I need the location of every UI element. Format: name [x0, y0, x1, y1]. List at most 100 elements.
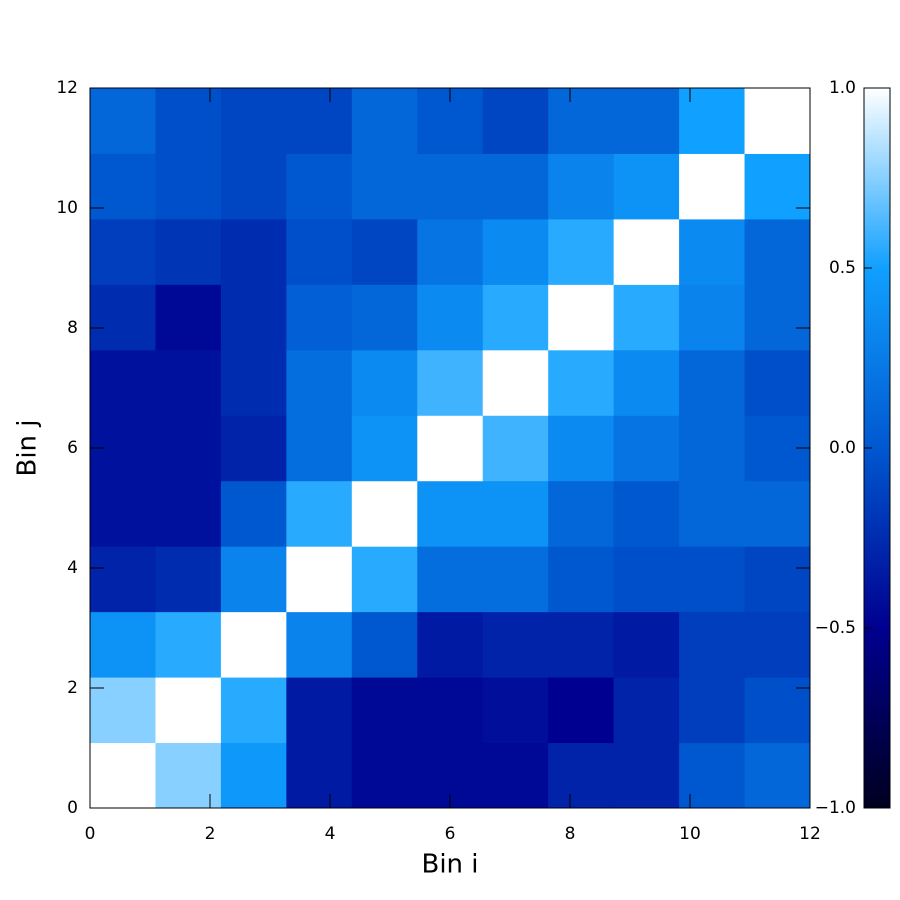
- heatmap-cell: [679, 153, 746, 220]
- heatmap-cell: [351, 611, 418, 678]
- y-tick-label: 8: [67, 318, 78, 338]
- heatmap-cell: [548, 611, 615, 678]
- heatmap-cell: [548, 415, 615, 482]
- heatmap-cell: [548, 218, 615, 285]
- heatmap-cell: [679, 677, 746, 744]
- colorbar-tick-label: 0.0: [829, 438, 856, 458]
- heatmap-cell: [351, 546, 418, 613]
- heatmap-cell: [417, 284, 484, 351]
- heatmap-cell: [90, 742, 156, 809]
- heatmap-cell: [548, 480, 615, 547]
- heatmap-cell: [482, 611, 549, 678]
- heatmap-cell: [679, 349, 746, 416]
- heatmap-cell: [220, 546, 287, 613]
- heatmap-cell: [286, 218, 353, 285]
- x-tick-label: 10: [679, 824, 701, 844]
- x-axis-label: Bin i: [421, 850, 478, 880]
- heatmap-cell: [679, 284, 746, 351]
- heatmap-cell: [613, 546, 680, 613]
- heatmap-cell: [220, 742, 287, 809]
- heatmap-cell: [482, 88, 549, 154]
- heatmap-cell: [220, 153, 287, 220]
- x-tick-label: 12: [799, 824, 821, 844]
- heatmap-cell: [351, 677, 418, 744]
- heatmap-cell: [744, 677, 811, 744]
- y-axis-label: Bin j: [13, 419, 43, 476]
- heatmap-cell: [286, 153, 353, 220]
- heatmap-cell: [548, 742, 615, 809]
- heatmap-cell: [286, 349, 353, 416]
- heatmap-cell: [613, 88, 680, 154]
- heatmap-cell: [351, 480, 418, 547]
- heatmap-cell: [220, 88, 287, 154]
- heatmap-cell: [482, 677, 549, 744]
- heatmap-cell: [613, 218, 680, 285]
- heatmap-cell: [351, 284, 418, 351]
- heatmap-cell: [613, 284, 680, 351]
- heatmap-cell: [220, 480, 287, 547]
- heatmap-cell: [155, 88, 222, 154]
- x-tick-label: 2: [205, 824, 216, 844]
- heatmap-cell: [90, 153, 156, 220]
- heatmap-cell: [548, 677, 615, 744]
- heatmap-cell: [679, 218, 746, 285]
- heatmap-cell: [155, 480, 222, 547]
- x-tick-label: 0: [85, 824, 96, 844]
- heatmap-cell: [679, 742, 746, 809]
- heatmap-cell: [744, 480, 811, 547]
- heatmap-cell: [548, 284, 615, 351]
- heatmap-cell: [155, 153, 222, 220]
- colorbar-tick-label: −1.0: [815, 798, 856, 818]
- heatmap-cell: [613, 677, 680, 744]
- heatmap-cell: [90, 349, 156, 416]
- heatmap-cell: [744, 284, 811, 351]
- heatmap-cell: [155, 611, 222, 678]
- heatmap-cell: [90, 88, 156, 154]
- heatmap-cell: [417, 480, 484, 547]
- heatmap-cell: [744, 349, 811, 416]
- heatmap-cell: [482, 284, 549, 351]
- heatmap-cell: [351, 742, 418, 809]
- colorbar-tick-label: 0.5: [829, 258, 856, 278]
- heatmap-cell: [679, 415, 746, 482]
- heatmap-cell: [613, 611, 680, 678]
- heatmap-cell: [744, 218, 811, 285]
- heatmap-cell: [482, 415, 549, 482]
- y-tick-label: 4: [67, 558, 78, 578]
- heatmap-cell: [90, 218, 156, 285]
- y-tick-label: 12: [56, 78, 78, 98]
- heatmap-cell: [286, 546, 353, 613]
- heatmap-cell: [417, 611, 484, 678]
- heatmap-cell: [220, 677, 287, 744]
- heatmap-cell: [482, 153, 549, 220]
- y-tick-label: 2: [67, 678, 78, 698]
- heatmap-cell: [613, 415, 680, 482]
- heatmap-cell: [155, 546, 222, 613]
- heatmap-cell: [679, 480, 746, 547]
- heatmap-cell: [482, 480, 549, 547]
- heatmap-cell: [744, 611, 811, 678]
- heatmap-cell: [90, 480, 156, 547]
- heatmap-cell: [679, 546, 746, 613]
- heatmap-cell: [155, 742, 222, 809]
- heatmap-cell: [482, 742, 549, 809]
- heatmap-cell: [220, 611, 287, 678]
- heatmap-cell: [744, 153, 811, 220]
- heatmap-cell: [155, 218, 222, 285]
- heatmap-cell: [417, 218, 484, 285]
- heatmap-cell: [351, 153, 418, 220]
- heatmap-cell: [613, 153, 680, 220]
- heatmap-cell: [417, 677, 484, 744]
- y-tick-label: 0: [67, 798, 78, 818]
- heatmap-cell: [220, 284, 287, 351]
- heatmap-cell: [286, 677, 353, 744]
- heatmap-cell: [90, 546, 156, 613]
- heatmap-cell: [220, 415, 287, 482]
- colorbar-tick-label: −0.5: [815, 618, 856, 638]
- heatmap-cell: [613, 742, 680, 809]
- heatmap-cell: [286, 88, 353, 154]
- heatmap-cell: [417, 349, 484, 416]
- heatmap-cell: [351, 218, 418, 285]
- heatmap-cell: [548, 153, 615, 220]
- heatmap-cell: [90, 677, 156, 744]
